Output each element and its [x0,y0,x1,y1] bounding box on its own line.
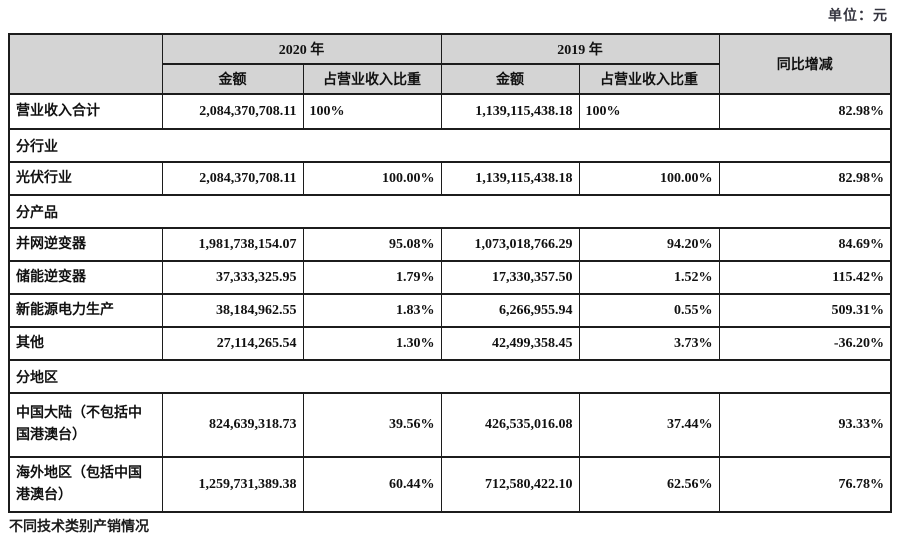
table-row: 并网逆变器 1,981,738,154.07 95.08% 1,073,018,766… [8,227,892,262]
row-label-cell: 并网逆变器 [8,227,163,262]
table-body: 营业收入合计 2,084,370,708.11 100% 1,139,115,438.… [8,93,892,513]
yoy-cell: 76.78% [718,456,892,513]
header-row-measures: 金额 占营业收入比重 金额 占营业收入比重 [9,63,891,95]
proportion-2019-cell: 94.20% [578,227,720,262]
revenue-breakdown-table: 2020 年 2019 年 同比增减 金额 占营业收入比重 金额 占营业收入比重… [8,33,892,513]
amount-2020-cell: 37,333,325.95 [161,260,304,295]
table-row: 海外地区（包括中国港澳台） 1,259,731,389.38 60.44% 712,5… [8,456,892,513]
proportion-2020-cell: 39.56% [302,392,442,458]
yoy-cell: 93.33% [718,392,892,458]
proportion-2020-header: 占营业收入比重 [302,63,442,95]
amount-2020-cell: 1,259,731,389.38 [161,456,304,513]
section-row: 分行业 [8,128,892,163]
row-label-cell: 储能逆变器 [8,260,163,295]
amount-2020-header: 金额 [161,63,304,95]
proportion-2019-cell: 1.52% [578,260,720,295]
table-row: 营业收入合计 2,084,370,708.11 100% 1,139,115,438.… [8,93,892,130]
amount-2020-cell: 2,084,370,708.11 [161,161,304,196]
proportion-2019-cell: 100% [578,93,720,130]
amount-2019-cell: 1,139,115,438.18 [440,93,580,130]
row-label-cell: 中国大陆（不包括中国港澳台） [8,392,163,458]
table-row: 光伏行业 2,084,370,708.11 100.00% 1,139,115,438… [8,161,892,196]
amount-2019-cell: 6,266,955.94 [440,293,580,328]
proportion-2020-cell: 60.44% [302,456,442,513]
yoy-cell: 82.98% [718,93,892,130]
table-row: 新能源电力生产 38,184,962.55 1.83% 6,266,955.94 0.5… [8,293,892,328]
table-row: 中国大陆（不包括中国港澳台） 824,639,318.73 39.56% 426,53… [8,392,892,458]
proportion-2020-cell: 1.83% [302,293,442,328]
header-row-years: 2020 年 2019 年 同比增减 [8,33,892,95]
proportion-2019-header: 占营业收入比重 [578,63,720,95]
section-label: 分行业 [8,128,892,163]
proportion-2019-cell: 62.56% [578,456,720,513]
unit-label: 单位：元 [828,9,888,24]
amount-2020-cell: 27,114,265.54 [161,326,304,361]
amount-2019-cell: 17,330,357.50 [440,260,580,295]
row-label-cell: 新能源电力生产 [8,293,163,328]
amount-2019-cell: 42,499,358.45 [440,326,580,361]
proportion-2020-cell: 100% [302,93,442,130]
proportion-2020-cell: 95.08% [302,227,442,262]
yoy-header: 同比增减 [718,33,892,95]
table-row: 储能逆变器 37,333,325.95 1.79% 17,330,357.50 1.52… [8,260,892,295]
year-2020-header: 2020 年 [161,33,442,65]
row-label-cell: 海外地区（包括中国港澳台） [8,456,163,513]
proportion-2020-cell: 1.79% [302,260,442,295]
yoy-cell: 115.42% [718,260,892,295]
table-header: 2020 年 2019 年 同比增减 金额 占营业收入比重 金额 占营业收入比重 [8,33,892,95]
yoy-cell: -36.20% [718,326,892,361]
year-2019-header: 2019 年 [440,33,720,65]
proportion-2020-cell: 100.00% [302,161,442,196]
amount-2020-cell: 38,184,962.55 [161,293,304,328]
proportion-2019-cell: 37.44% [578,392,720,458]
amount-2019-cell: 1,139,115,438.18 [440,161,580,196]
amount-2019-cell: 1,073,018,766.29 [440,227,580,262]
yoy-cell: 84.69% [718,227,892,262]
proportion-2020-cell: 1.30% [302,326,442,361]
row-label-cell: 光伏行业 [8,161,163,196]
section-label: 分产品 [8,194,892,229]
row-label-cell: 其他 [8,326,163,361]
proportion-2019-cell: 100.00% [578,161,720,196]
footer-section-title: 不同技术类别产销情况 [9,520,149,535]
amount-2020-cell: 2,084,370,708.11 [161,93,304,130]
amount-2020-cell: 1,981,738,154.07 [161,227,304,262]
amount-2019-header: 金额 [440,63,580,95]
row-label-cell: 营业收入合计 [8,93,163,130]
yoy-cell: 82.98% [718,161,892,196]
amount-2019-cell: 426,535,016.08 [440,392,580,458]
section-label: 分地区 [8,359,892,394]
table-row: 其他 27,114,265.54 1.30% 42,499,358.45 3.73% -3… [8,326,892,361]
proportion-2019-cell: 3.73% [578,326,720,361]
yoy-cell: 509.31% [718,293,892,328]
section-row: 分地区 [8,359,892,394]
proportion-2019-cell: 0.55% [578,293,720,328]
section-row: 分产品 [8,194,892,229]
corner-cell [8,33,163,95]
amount-2020-cell: 824,639,318.73 [161,392,304,458]
amount-2019-cell: 712,580,422.10 [440,456,580,513]
